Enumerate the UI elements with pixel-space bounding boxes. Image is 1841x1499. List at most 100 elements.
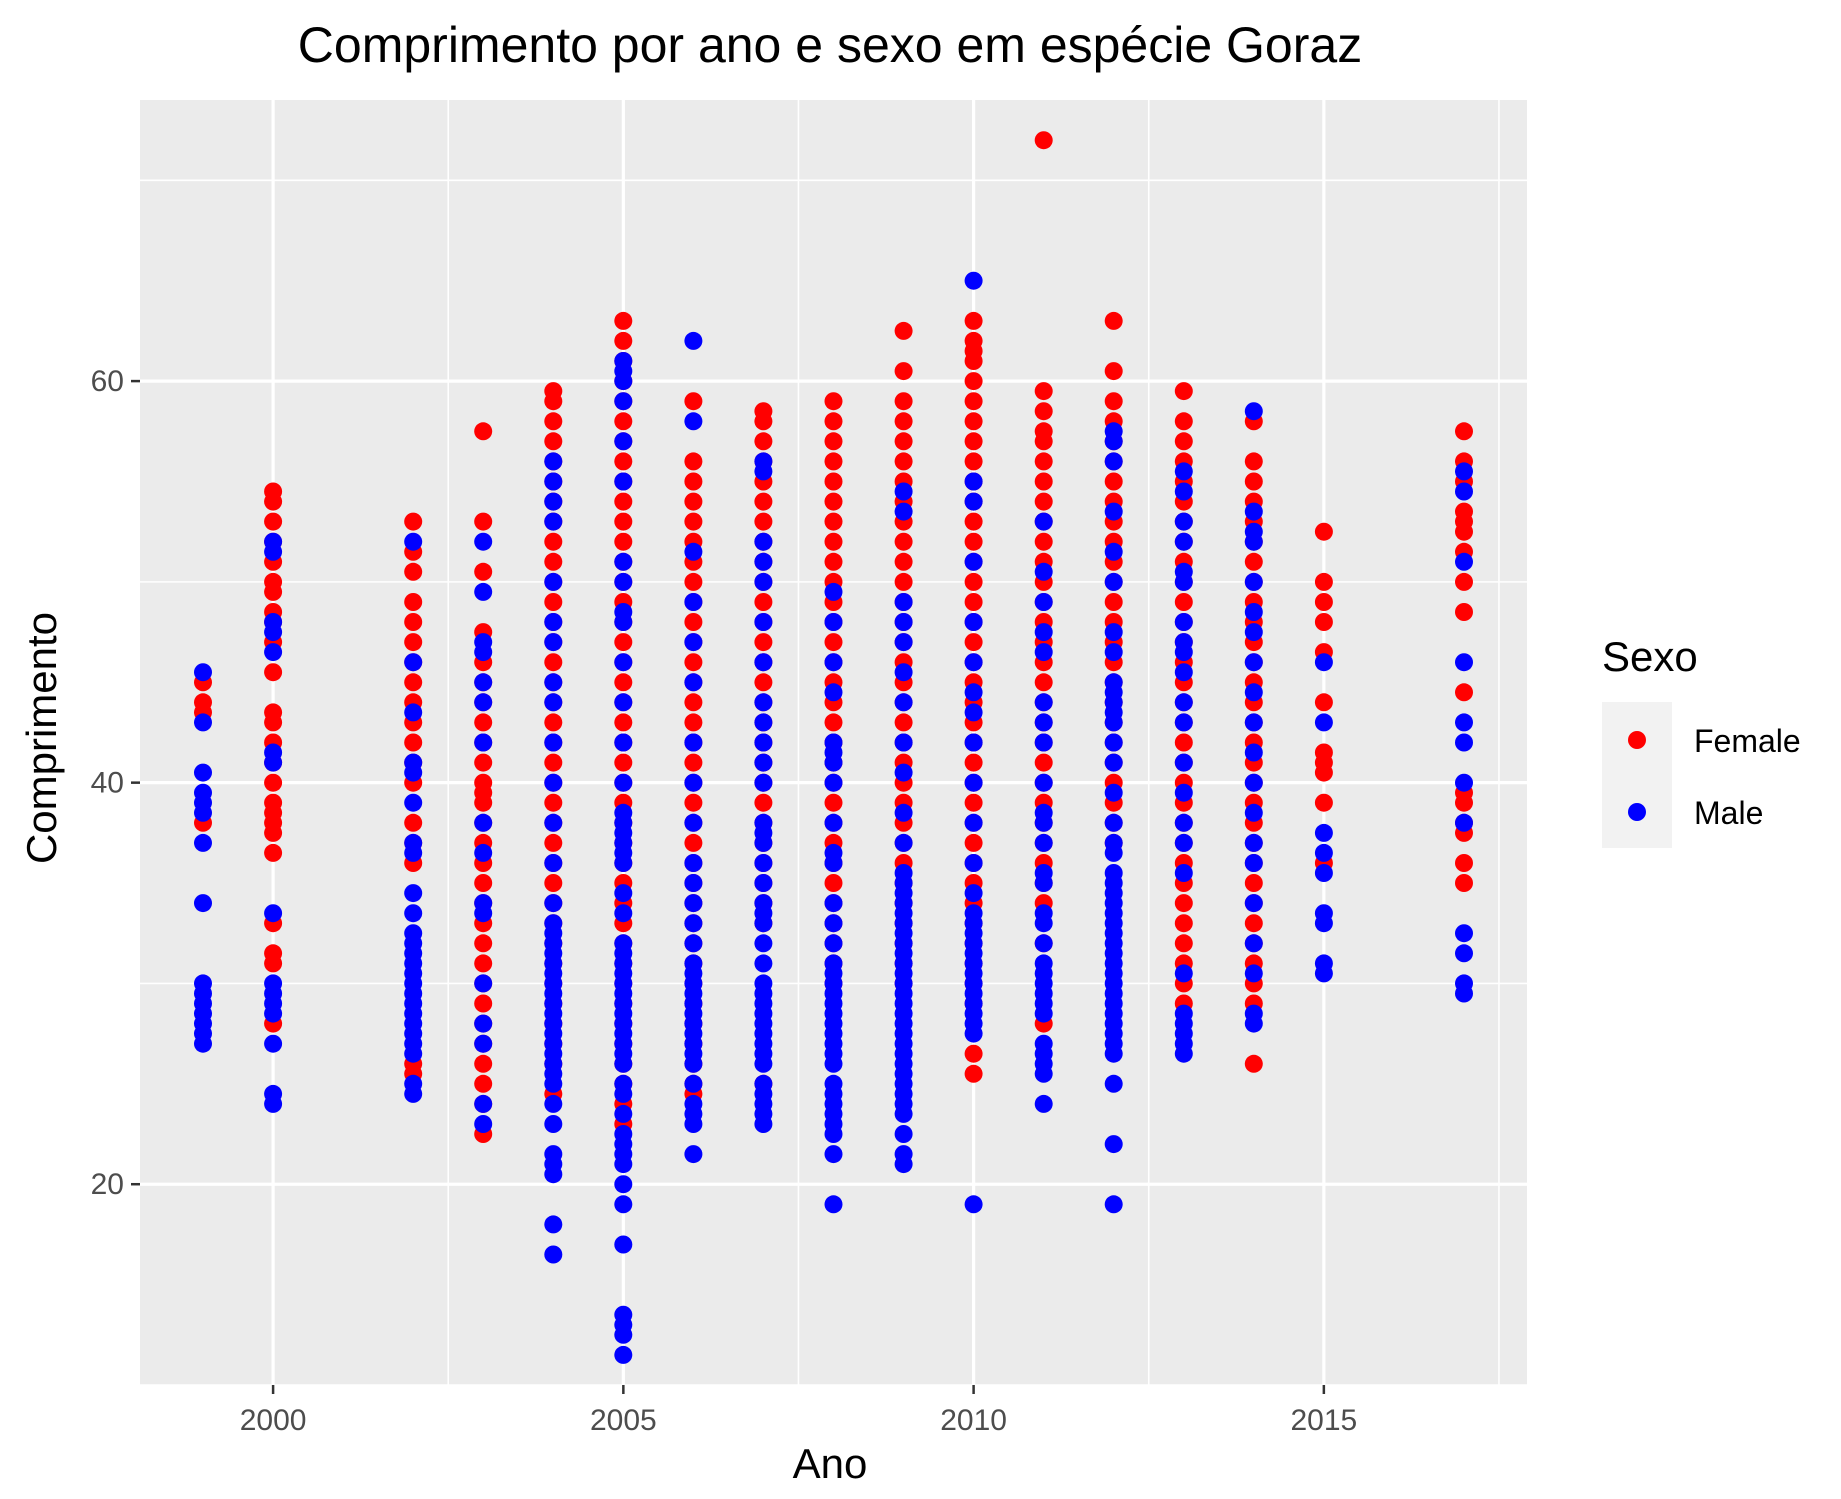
data-point (544, 1115, 563, 1133)
data-point (894, 713, 913, 732)
data-point (894, 502, 913, 521)
data-point (544, 733, 563, 752)
data-point (1034, 833, 1053, 852)
data-point (894, 613, 913, 631)
data-point (474, 562, 493, 581)
data-point (544, 452, 563, 471)
data-point (1034, 131, 1053, 150)
x-tick-label: 2005 (590, 1404, 657, 1437)
data-point (544, 1245, 563, 1264)
data-point (824, 472, 843, 491)
data-point (1244, 894, 1263, 913)
data-point (824, 773, 843, 792)
data-point (1034, 1064, 1053, 1083)
data-point (544, 1094, 563, 1113)
data-point (1034, 934, 1053, 953)
data-point (894, 432, 913, 451)
data-point (1034, 914, 1053, 933)
data-point (404, 562, 423, 581)
y-tick-label: 40 (91, 767, 124, 800)
data-point (1104, 753, 1123, 772)
data-point (1244, 402, 1263, 421)
data-point (614, 311, 633, 330)
y-tick-label: 60 (91, 365, 124, 398)
data-point (1034, 693, 1053, 712)
data-point (684, 392, 703, 411)
data-point (614, 412, 633, 431)
data-point (614, 854, 633, 872)
legend-key-female (1628, 731, 1646, 749)
data-point (894, 733, 913, 752)
data-point (404, 703, 423, 722)
data-point (1034, 673, 1053, 692)
data-point (404, 763, 423, 782)
data-point (1034, 452, 1053, 471)
data-point (1034, 382, 1053, 401)
data-point (1455, 462, 1473, 481)
data-point (1174, 643, 1193, 662)
data-point (894, 833, 913, 852)
data-point (684, 733, 703, 752)
data-point (684, 472, 703, 491)
data-point (754, 613, 773, 631)
data-point (1244, 713, 1263, 732)
data-points (194, 131, 1473, 1364)
data-point (1104, 1195, 1123, 1214)
data-point (1174, 532, 1193, 551)
data-point (824, 813, 843, 832)
data-point (1314, 653, 1333, 672)
data-point (754, 733, 773, 752)
data-point (754, 713, 773, 732)
data-point (1104, 643, 1123, 662)
data-point (474, 673, 493, 692)
data-point (474, 934, 493, 953)
data-point (1455, 603, 1473, 621)
data-point (194, 833, 212, 852)
data-point (824, 432, 843, 451)
data-point (194, 803, 212, 822)
data-point (614, 1325, 633, 1344)
data-point (544, 492, 563, 511)
data-point (754, 1115, 773, 1133)
data-point (544, 552, 563, 571)
data-point (614, 331, 633, 350)
data-point (614, 1054, 633, 1073)
data-point (1314, 522, 1333, 541)
data-point (1244, 603, 1263, 621)
data-point (684, 512, 703, 531)
data-point (1104, 362, 1123, 381)
data-point (824, 412, 843, 431)
data-point (1455, 733, 1473, 752)
data-point (1104, 733, 1123, 752)
data-point (404, 653, 423, 672)
data-point (964, 703, 983, 722)
data-point (754, 753, 773, 772)
data-point (824, 914, 843, 933)
data-point (684, 653, 703, 672)
data-point (264, 753, 283, 772)
data-point (1034, 492, 1053, 511)
data-point (754, 512, 773, 531)
data-point (754, 532, 773, 551)
data-point (684, 1074, 703, 1093)
data-point (824, 713, 843, 732)
data-point (1314, 613, 1333, 631)
data-point (404, 1044, 423, 1063)
data-point (754, 954, 773, 973)
data-point (1104, 713, 1123, 732)
data-point (544, 813, 563, 832)
data-point (684, 412, 703, 431)
data-point (684, 713, 703, 732)
data-point (1034, 874, 1053, 892)
data-point (1314, 864, 1333, 882)
data-point (614, 1195, 633, 1214)
data-point (474, 643, 493, 662)
data-point (404, 633, 423, 652)
data-point (544, 673, 563, 692)
data-point (544, 793, 563, 812)
data-point (264, 582, 283, 601)
legend-key-background (1602, 702, 1672, 848)
data-point (474, 974, 493, 993)
data-point (614, 492, 633, 511)
